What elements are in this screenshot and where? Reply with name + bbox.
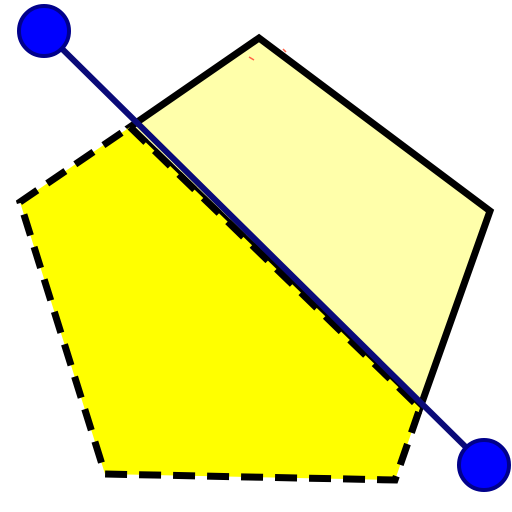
cut-start-handle[interactable] [17, 4, 71, 58]
cut-line[interactable] [41, 28, 487, 468]
cut-end-handle[interactable] [457, 438, 511, 492]
small-mark [248, 48, 287, 61]
dark-region[interactable] [15, 122, 425, 484]
